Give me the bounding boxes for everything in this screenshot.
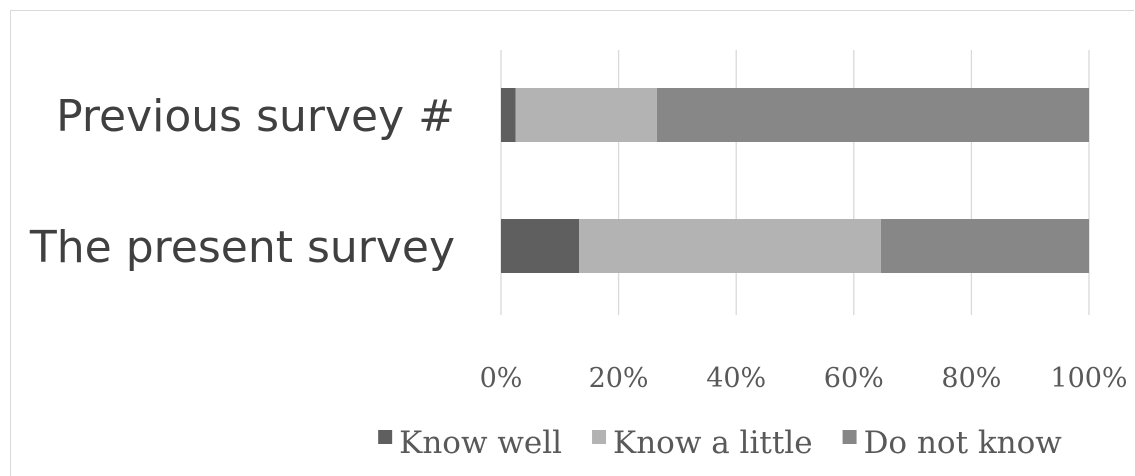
bar-segment-know-a-little-1 (515, 88, 657, 142)
category-label-2: The present survey (29, 222, 455, 273)
x-tick-label-40: 40% (706, 363, 766, 394)
legend: Know well Know a little Do not know (378, 425, 1062, 461)
legend-item-know-well: Know well (378, 425, 562, 461)
category-labels: Previous survey # The present survey (29, 91, 455, 273)
category-label-1: Previous survey # (56, 91, 455, 142)
bar-segment-do-not-know-2 (880, 219, 1089, 273)
bars (501, 88, 1089, 273)
legend-label: Know a little (613, 425, 813, 461)
x-tick-label-60: 60% (824, 363, 884, 394)
x-tick-labels: 0% 20% 40% 60% 80% 100% (480, 363, 1128, 394)
legend-item-know-a-little: Know a little (592, 425, 813, 461)
legend-item-do-not-know: Do not know (842, 425, 1063, 461)
bar-segment-know-well-2 (501, 219, 580, 273)
x-tick-label-100: 100% (1050, 363, 1127, 394)
legend-label: Know well (399, 425, 562, 461)
bar-segment-do-not-know-1 (656, 88, 1089, 142)
legend-label: Do not know (864, 425, 1063, 461)
x-tick-label-0: 0% (480, 363, 523, 394)
bar-segment-know-well-1 (501, 88, 516, 142)
legend-swatch (842, 430, 857, 444)
x-tick-label-20: 20% (589, 363, 649, 394)
x-tick-label-80: 80% (941, 363, 1001, 394)
legend-swatch (592, 430, 607, 444)
legend-swatch (378, 430, 393, 444)
bar-segment-know-a-little-2 (579, 219, 881, 273)
